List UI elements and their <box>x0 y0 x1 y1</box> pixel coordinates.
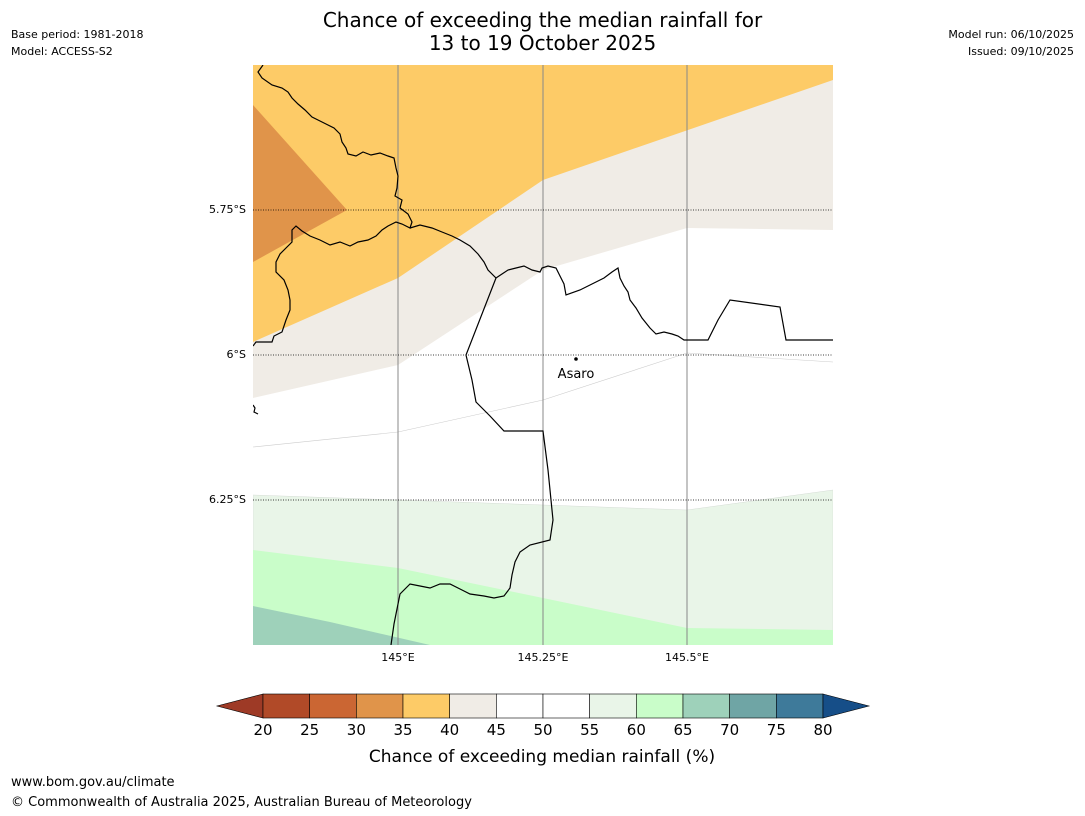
colorbar-tick-label: 50 <box>533 721 552 739</box>
colorbar-swatch <box>589 693 637 719</box>
model-run: Model run: 06/10/2025 <box>948 28 1074 41</box>
boundary-fragment <box>253 404 259 415</box>
lon-label-145: 145°E <box>381 651 414 664</box>
colorbar-tick-label: 75 <box>767 721 786 739</box>
colorbar-swatch <box>402 693 450 719</box>
colorbar-swatch <box>496 693 544 719</box>
lat-label-6-25: 6.25°S <box>209 493 246 506</box>
footer-copyright: © Commonwealth of Australia 2025, Austra… <box>11 795 472 810</box>
colorbar-swatch <box>449 693 497 719</box>
issued-date: Issued: 09/10/2025 <box>967 45 1074 58</box>
lon-label-145-25: 145.25°E <box>518 651 569 664</box>
colorbar-tick-label: 80 <box>813 721 832 739</box>
lat-label-5-75: 5.75°S <box>209 203 246 216</box>
colorbar-tick-label: 65 <box>673 721 692 739</box>
boundary-north <box>253 65 413 347</box>
colorbar: 20 25 30 35 40 45 50 55 60 65 70 75 80 <box>215 693 871 739</box>
colorbar-tick-label: 25 <box>300 721 319 739</box>
meta-right: Model run: 06/10/2025 Issued: 09/10/2025 <box>948 26 1074 60</box>
boundary-province-west <box>390 277 554 645</box>
colorbar-swatch <box>542 693 590 719</box>
map-area <box>253 65 833 645</box>
lat-label-6: 6°S <box>227 348 246 361</box>
base-period: Base period: 1981-2018 <box>11 28 144 41</box>
region-30-35 <box>253 105 347 262</box>
lon-label-145-5: 145.5°E <box>665 651 709 664</box>
colorbar-tick-label: 55 <box>580 721 599 739</box>
chart-title-line1: Chance of exceeding the median rainfall … <box>322 8 763 32</box>
colorbar-tick-label: 60 <box>627 721 646 739</box>
colorbar-under-arrow <box>215 693 264 719</box>
colorbar-tick-label: 20 <box>253 721 272 739</box>
colorbar-swatch <box>262 693 310 719</box>
colorbar-tick-label: 30 <box>347 721 366 739</box>
footer-url: www.bom.gov.au/climate <box>11 775 175 790</box>
colorbar-swatch <box>729 693 777 719</box>
colorbar-swatch <box>636 693 684 719</box>
model-name: Model: ACCESS-S2 <box>11 45 113 58</box>
colorbar-label: Chance of exceeding median rainfall (%) <box>369 747 715 767</box>
boundary-central <box>409 224 833 341</box>
meta-left: Base period: 1981-2018 Model: ACCESS-S2 <box>11 26 143 60</box>
colorbar-tick-label: 40 <box>440 721 459 739</box>
colorbar-tick-label: 35 <box>393 721 412 739</box>
colorbar-over-arrow <box>822 693 871 719</box>
region-65-70 <box>253 606 430 645</box>
asaro-marker <box>574 357 578 361</box>
asaro-label: Asaro <box>558 367 595 382</box>
colorbar-tick-label: 70 <box>720 721 739 739</box>
colorbar-swatch <box>776 693 824 719</box>
colorbar-swatch <box>309 693 357 719</box>
chart-title-line2: 13 to 19 October 2025 <box>428 31 657 55</box>
colorbar-swatch <box>682 693 730 719</box>
colorbar-swatch <box>356 693 404 719</box>
colorbar-tick-label: 45 <box>487 721 506 739</box>
